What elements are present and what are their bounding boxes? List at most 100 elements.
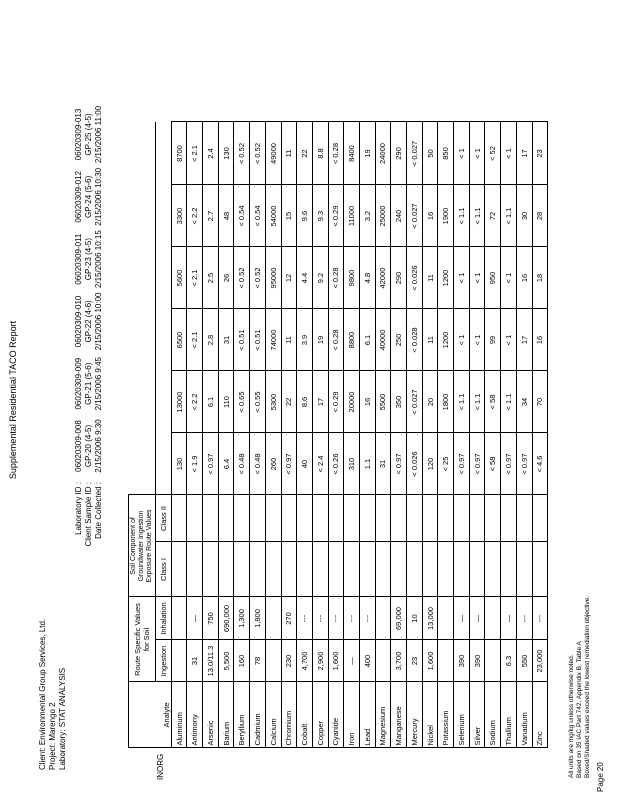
class-i-cell: [249, 542, 266, 597]
group-cell: [422, 748, 438, 782]
class-ii-cell: [233, 495, 250, 542]
class-i-cell: [437, 542, 454, 597]
table-row: Cadmium 78 1,800 < 0.48 < 0.55 < 0.51 < 0.52 < …: [249, 122, 266, 782]
group-cell: [516, 748, 532, 782]
result-cell: 6.1: [202, 371, 219, 433]
class-i-cell: [422, 542, 438, 597]
result-cell: < 2.2: [186, 371, 203, 433]
result-cell: 6.1: [359, 309, 376, 371]
result-cell: 1800: [437, 371, 454, 433]
class-ii-cell: [328, 495, 344, 542]
lab-id-value: 06020309-008: [74, 420, 83, 472]
result-cell: < 1: [469, 309, 485, 371]
result-cell: 5500: [375, 371, 391, 433]
analyte-cell: Cadmium: [249, 682, 266, 748]
result-cell: 11000: [343, 185, 360, 247]
class-i-cell: [359, 542, 376, 597]
result-cell: < 0.97: [516, 433, 532, 495]
analyte-cell: Antimony: [186, 682, 203, 748]
result-cell: 6500: [171, 309, 187, 371]
result-cell: 850: [437, 122, 454, 185]
group-cell: [218, 748, 234, 782]
ingestion-cell: [171, 640, 187, 682]
table-row: Cyanide 1,600 --- < 0.26 < 0.29 < 0.28 < 0.28 <…: [328, 122, 344, 782]
class-ii-cell: [453, 495, 470, 542]
results-body: Aluminum 130 13000 6500 5600 3300 8700 Antimony…: [171, 122, 548, 782]
lab-id-value: 06020309-009: [74, 357, 83, 410]
group-cell: [469, 748, 485, 782]
result-cell: 110: [218, 371, 234, 433]
result-cell: 54000: [265, 185, 281, 247]
result-cell: < 1.1: [469, 371, 485, 433]
table-row: Beryllium 160 1,300 < 0.48 < 0.65 < 0.51 < 0.5…: [233, 122, 250, 782]
result-cell: 72: [484, 185, 501, 247]
lab-id-label: Laboratory ID :: [74, 482, 83, 535]
result-cell: 3300: [171, 185, 187, 247]
class-i-cell: [343, 542, 360, 597]
analyte-cell: Copper: [312, 682, 329, 748]
group-cell: [312, 748, 328, 782]
inhalation-cell: 13,000: [422, 597, 438, 640]
table-row: Arsenic 13.0/11.3 750 < 0.97 6.1 2.8 2.5 2.7 2.4: [202, 122, 219, 782]
result-cell: 74000: [265, 309, 281, 371]
result-cell: < 0.027: [406, 122, 423, 185]
class-i-cell: [171, 542, 187, 597]
result-cell: 17: [516, 122, 532, 185]
result-cell: 2.7: [202, 185, 219, 247]
inhalation-cell: [375, 597, 391, 640]
footnote: Based on 35 IAC Part 742, Appendix B, Ta…: [576, 641, 583, 778]
result-cell: < 1: [500, 247, 517, 309]
result-cell: < 1: [453, 122, 470, 185]
result-cell: < 1.1: [453, 185, 470, 247]
ingestion-cell: 1,600: [328, 640, 344, 682]
result-cell: < 1: [453, 247, 470, 309]
result-cell: 4.8: [359, 247, 376, 309]
result-cell: < 0.97: [390, 433, 407, 495]
table-row: Vanadium 550 --- < 0.97 34 17 16 30 17: [516, 122, 532, 782]
result-cell: 15: [281, 185, 297, 247]
result-cell: < 1: [469, 122, 485, 185]
group-cell: [328, 748, 344, 782]
inhalation-cell: —: [186, 597, 203, 640]
result-cell: 6.4: [218, 433, 234, 495]
class-ii-cell: [202, 495, 219, 542]
result-cell: < 2.4: [312, 433, 329, 495]
analyte-cell: Nickel: [422, 682, 438, 748]
result-cell: 20: [422, 371, 438, 433]
result-cell: 26: [218, 247, 234, 309]
result-cell: 22: [281, 371, 297, 433]
class-i-cell: [233, 542, 250, 597]
result-cell: 240: [390, 185, 407, 247]
date-collected-value: 2/15/2006 9:30: [94, 419, 103, 473]
table-row: Potassium < 25 1800 1200 1200 1900 850: [437, 122, 454, 782]
ingestion-cell: 230: [281, 640, 297, 682]
date-collected-value: 2/15/2006 10:30: [94, 167, 103, 226]
result-cell: 8.8: [312, 122, 329, 185]
lab-id-value: 06020309-011: [74, 233, 83, 285]
client-sample-id-value: GP-23 (4-5): [84, 238, 93, 281]
class-ii-cell: [265, 495, 281, 542]
laboratory-label: Laboratory:: [58, 729, 67, 770]
client-sample-id-value: GP-20 (4-5): [84, 424, 93, 468]
group-cell: [438, 748, 454, 782]
analyte-cell: Barium: [218, 682, 234, 748]
inhalation-cell: 10: [406, 597, 423, 640]
class-ii-cell: [171, 495, 187, 542]
ingestion-cell: [375, 640, 391, 682]
footnote: All units are mg/kg unless otherwise not…: [568, 654, 575, 778]
result-cell: 16: [516, 247, 532, 309]
result-cell: < 0.29: [328, 185, 344, 247]
result-cell: 3.9: [296, 309, 313, 371]
ingestion-cell: 23: [406, 640, 423, 682]
result-cell: < 0.48: [249, 433, 266, 495]
blank-cell: [129, 122, 156, 495]
result-cell: < 2.2: [186, 185, 203, 247]
group-cell: [250, 748, 266, 782]
class-ii-cell: [249, 495, 266, 542]
table-row: Silver 390— < 0.97 < 1.1 < 1 < 1 < 1.1 < 1: [469, 122, 485, 782]
result-cell: 12: [281, 247, 297, 309]
result-cell: 290: [390, 122, 407, 185]
client-label: Client:: [38, 747, 47, 770]
result-cell: 28: [532, 185, 548, 247]
class-ii-cell: [312, 495, 329, 542]
